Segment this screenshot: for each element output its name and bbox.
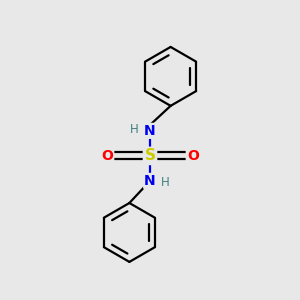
Text: N: N [144,124,156,138]
Text: O: O [187,149,199,163]
Text: H: H [130,123,139,136]
Text: N: N [144,174,156,188]
Text: O: O [101,149,113,163]
Text: S: S [145,148,155,164]
Text: H: H [161,176,170,189]
